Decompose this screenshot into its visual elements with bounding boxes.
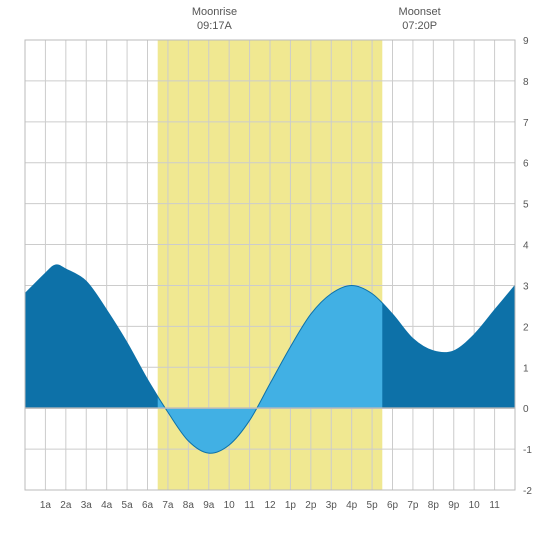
svg-text:-1: -1 <box>523 445 532 456</box>
moonrise-time: 09:17A <box>184 20 244 32</box>
svg-text:8a: 8a <box>183 500 195 511</box>
svg-text:6p: 6p <box>387 500 399 511</box>
svg-text:9: 9 <box>523 36 529 47</box>
svg-text:0: 0 <box>523 404 529 415</box>
svg-text:3p: 3p <box>326 500 338 511</box>
svg-text:11: 11 <box>244 500 255 511</box>
svg-text:6a: 6a <box>142 500 154 511</box>
moonrise-label: Moonrise <box>184 6 244 18</box>
svg-text:10: 10 <box>469 500 481 511</box>
svg-text:7p: 7p <box>407 500 419 511</box>
svg-text:11: 11 <box>489 500 500 511</box>
svg-text:5a: 5a <box>122 500 134 511</box>
svg-text:4a: 4a <box>101 500 113 511</box>
svg-text:3a: 3a <box>81 500 93 511</box>
svg-text:5: 5 <box>523 200 529 211</box>
svg-text:3: 3 <box>523 281 529 292</box>
svg-text:12: 12 <box>264 500 276 511</box>
svg-text:1p: 1p <box>285 500 297 511</box>
svg-text:4p: 4p <box>346 500 358 511</box>
svg-text:1a: 1a <box>40 500 52 511</box>
svg-text:2a: 2a <box>60 500 72 511</box>
svg-text:-2: -2 <box>523 486 532 497</box>
svg-text:8: 8 <box>523 77 529 88</box>
svg-text:5p: 5p <box>367 500 379 511</box>
svg-text:4: 4 <box>523 241 529 252</box>
svg-text:7: 7 <box>523 118 529 129</box>
svg-text:8p: 8p <box>428 500 440 511</box>
chart-svg: -2-101234567891a2a3a4a5a6a7a8a9a1011121p… <box>0 0 550 550</box>
svg-text:10: 10 <box>224 500 236 511</box>
moonset-time: 07:20P <box>390 20 450 32</box>
svg-text:7a: 7a <box>162 500 174 511</box>
tide-chart: -2-101234567891a2a3a4a5a6a7a8a9a1011121p… <box>0 0 550 550</box>
svg-text:2: 2 <box>523 322 529 333</box>
moonset-label: Moonset <box>390 6 450 18</box>
svg-text:9p: 9p <box>448 500 460 511</box>
svg-text:2p: 2p <box>305 500 317 511</box>
svg-text:9a: 9a <box>203 500 215 511</box>
svg-text:6: 6 <box>523 159 529 170</box>
svg-text:1: 1 <box>523 363 529 374</box>
